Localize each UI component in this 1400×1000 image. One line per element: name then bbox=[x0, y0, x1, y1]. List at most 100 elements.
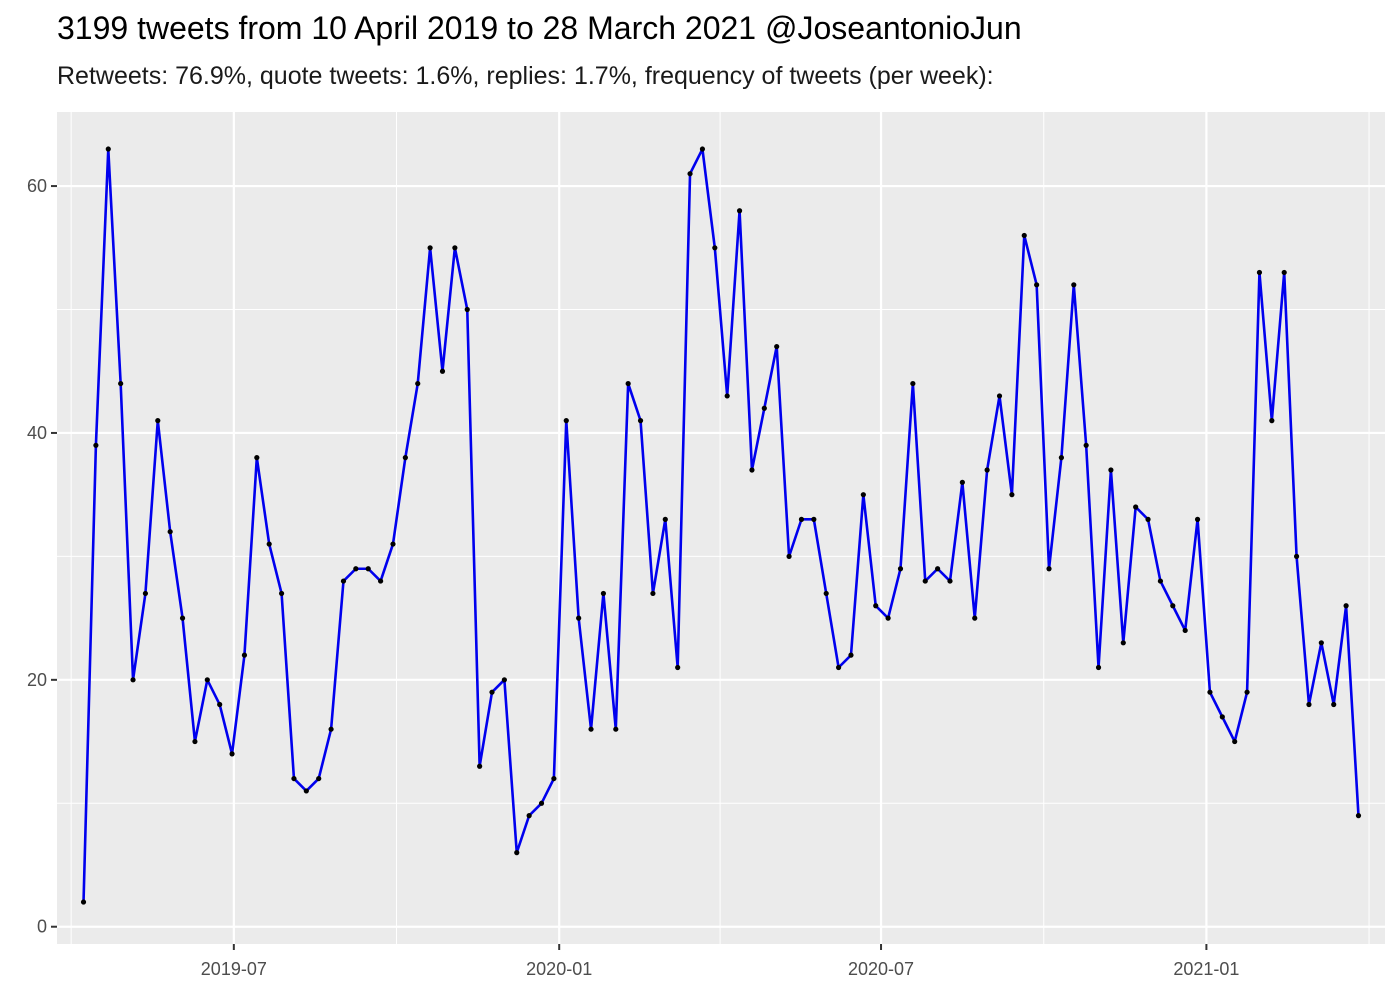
data-point bbox=[675, 664, 681, 671]
data-point bbox=[1256, 269, 1263, 276]
data-point bbox=[811, 516, 817, 522]
data-point bbox=[935, 566, 941, 572]
data-point bbox=[365, 566, 371, 572]
data-point bbox=[798, 516, 805, 522]
series-line bbox=[82, 147, 1360, 903]
series-points bbox=[80, 146, 1362, 905]
data-point bbox=[439, 368, 446, 374]
data-point bbox=[910, 380, 916, 387]
x-tick-label: 2020-07 bbox=[848, 959, 914, 979]
data-point bbox=[835, 664, 842, 671]
data-point bbox=[93, 442, 99, 448]
data-point bbox=[662, 516, 668, 522]
data-point bbox=[501, 677, 507, 683]
data-point bbox=[105, 146, 111, 152]
data-point bbox=[266, 541, 272, 547]
data-point bbox=[1331, 701, 1337, 708]
series-lines bbox=[82, 147, 1360, 903]
data-point bbox=[897, 566, 904, 572]
data-point bbox=[1034, 282, 1040, 288]
data-point bbox=[551, 775, 557, 782]
data-point bbox=[192, 738, 198, 745]
data-point bbox=[526, 813, 532, 819]
data-point bbox=[179, 615, 186, 621]
y-tick-label: 40 bbox=[27, 423, 47, 443]
data-point bbox=[588, 726, 594, 732]
data-point bbox=[1170, 603, 1176, 609]
data-point bbox=[1133, 504, 1139, 510]
data-point bbox=[1232, 738, 1238, 745]
data-point bbox=[996, 393, 1003, 399]
data-point bbox=[489, 689, 495, 695]
data-point bbox=[514, 850, 520, 856]
data-point bbox=[415, 380, 421, 387]
data-point bbox=[1095, 664, 1102, 671]
data-point bbox=[1145, 516, 1151, 522]
data-point bbox=[477, 763, 483, 769]
data-point bbox=[563, 418, 569, 424]
data-point bbox=[613, 726, 619, 732]
data-point bbox=[749, 467, 755, 473]
data-point bbox=[860, 492, 866, 498]
data-point bbox=[885, 615, 891, 621]
data-point bbox=[291, 775, 297, 782]
data-point bbox=[1021, 232, 1027, 239]
data-point bbox=[328, 726, 334, 732]
data-point bbox=[427, 245, 433, 251]
data-point bbox=[316, 775, 322, 782]
data-point bbox=[303, 788, 309, 794]
axis-ticks bbox=[51, 185, 1208, 950]
x-axis-tick-labels: 2019-07 2020-01 2020-07 2021-01 bbox=[201, 959, 1240, 979]
data-point bbox=[229, 751, 235, 757]
data-point bbox=[278, 590, 285, 597]
data-point bbox=[947, 578, 953, 584]
data-point bbox=[736, 208, 743, 214]
data-point bbox=[155, 418, 161, 424]
data-point bbox=[1120, 640, 1126, 646]
data-point bbox=[712, 245, 718, 251]
data-point bbox=[786, 553, 792, 559]
data-point bbox=[984, 467, 990, 473]
data-point bbox=[1207, 689, 1213, 695]
data-point bbox=[774, 343, 780, 350]
data-point bbox=[1083, 442, 1089, 448]
data-point bbox=[464, 306, 470, 313]
data-point bbox=[204, 677, 210, 683]
data-point bbox=[600, 590, 607, 597]
data-point bbox=[1108, 467, 1114, 473]
data-point bbox=[452, 245, 458, 251]
data-point bbox=[1071, 282, 1077, 288]
data-point bbox=[1355, 813, 1362, 819]
data-point bbox=[167, 529, 173, 535]
data-point bbox=[637, 418, 644, 424]
data-point bbox=[241, 652, 248, 658]
plot-panel bbox=[57, 112, 1385, 944]
data-point bbox=[761, 405, 767, 411]
data-point bbox=[687, 171, 693, 177]
data-point bbox=[130, 677, 136, 683]
data-point bbox=[538, 800, 545, 806]
data-point bbox=[625, 380, 631, 387]
data-point bbox=[378, 578, 384, 584]
chart-title: 3199 tweets from 10 April 2019 to 28 Mar… bbox=[57, 10, 1022, 46]
data-point bbox=[118, 380, 124, 387]
y-tick-label: 0 bbox=[37, 917, 47, 937]
data-point bbox=[217, 701, 223, 708]
y-axis-tick-labels: 0 20 40 60 bbox=[27, 176, 47, 937]
data-point bbox=[80, 899, 87, 905]
data-point bbox=[1343, 603, 1349, 609]
y-tick-label: 20 bbox=[27, 670, 47, 690]
x-tick-label: 2019-07 bbox=[201, 959, 267, 979]
x-tick-label: 2020-01 bbox=[526, 959, 592, 979]
y-tick-label: 60 bbox=[27, 176, 47, 196]
data-point bbox=[390, 541, 396, 547]
data-point bbox=[1046, 566, 1052, 572]
data-point bbox=[972, 615, 978, 621]
chart-subtitle: Retweets: 76.9%, quote tweets: 1.6%, rep… bbox=[57, 62, 994, 90]
data-point bbox=[353, 566, 359, 572]
data-point bbox=[1194, 516, 1201, 522]
data-point bbox=[823, 590, 829, 597]
data-point bbox=[1157, 578, 1164, 584]
x-tick-label: 2021-01 bbox=[1173, 959, 1239, 979]
